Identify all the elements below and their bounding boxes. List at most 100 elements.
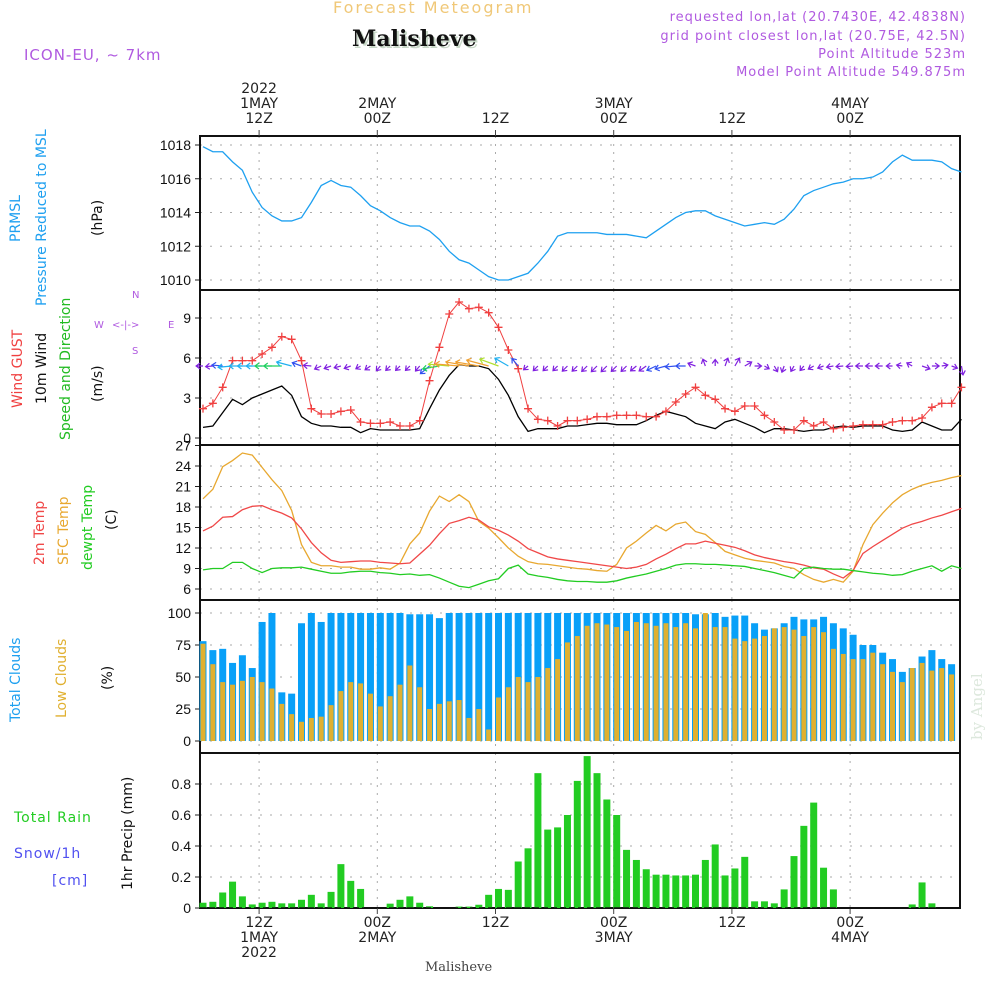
model-label: ICON-EU, ~ 7km (24, 46, 162, 64)
wind-direction-arrow (511, 357, 519, 367)
low-cloud-bar (545, 668, 551, 741)
time-tick-label: 00Z (836, 915, 864, 931)
rain-bar (632, 859, 640, 908)
total-cloud-bar (504, 613, 512, 741)
gust-marker (543, 416, 552, 425)
total-cloud-bar (376, 613, 384, 741)
time-tick-label: 00Z (599, 915, 628, 931)
gust-marker (888, 418, 897, 426)
rain-bar (573, 780, 581, 908)
rain-bar (347, 880, 355, 908)
wind-direction-arrow (364, 364, 371, 371)
low-cloud-bar (348, 682, 354, 741)
rain-bar (406, 896, 414, 908)
total-cloud-bar (268, 613, 276, 741)
y-tick-label: 9 (183, 561, 191, 577)
rain-bar (504, 889, 512, 908)
wind-direction-arrow (687, 361, 696, 368)
gust-marker (642, 412, 651, 421)
rain-bar (258, 902, 266, 908)
low-cloud-bar (683, 623, 689, 741)
time-tick-label: 3MAY (594, 96, 633, 112)
rain-bar (416, 902, 424, 908)
sfc-temp-line (202, 452, 962, 583)
rain-bar (918, 882, 926, 908)
low-cloud-bar (446, 701, 452, 741)
low-cloud-bar (555, 659, 561, 741)
wind-direction-arrow (905, 361, 913, 368)
time-tick-label: 1MAY (240, 930, 279, 946)
gust-marker (199, 404, 207, 413)
time-tick-label: 12Z (481, 915, 510, 931)
wind-speed-line (202, 363, 962, 434)
gust-marker (533, 415, 542, 424)
low-cloud-bar (732, 638, 738, 741)
rain-bar (770, 903, 778, 908)
low-cloud-bar (604, 624, 610, 741)
rain-bar (820, 867, 828, 908)
low-cloud-bar (397, 684, 403, 741)
gust-marker (405, 422, 414, 430)
wind-direction-arrow (674, 362, 686, 370)
y-tick-label: 0 (183, 733, 191, 749)
gust-marker (376, 419, 385, 428)
rain-bar (583, 756, 591, 908)
y-tick-label: 1010 (160, 272, 191, 288)
rain-bar (692, 874, 699, 908)
time-tick-label: 00Z (836, 111, 864, 127)
gust-marker (829, 424, 838, 433)
wind-direction-arrow (799, 365, 806, 372)
total-cloud-bar (396, 613, 404, 741)
pressure-line (202, 146, 962, 281)
gust-marker (396, 422, 404, 430)
low-cloud-bar (220, 682, 226, 741)
wind-direction-arrow (931, 362, 941, 370)
y-tick-label: 1012 (160, 238, 191, 254)
rain-bar (721, 875, 729, 908)
gust-marker (632, 411, 641, 420)
rain-bar (327, 891, 335, 908)
gust-marker (790, 426, 798, 434)
low-cloud-bar (436, 703, 442, 741)
low-cloud-bar (939, 668, 945, 741)
gust-marker (366, 419, 375, 428)
total-cloud-bar (327, 613, 335, 741)
rain-bar (682, 875, 690, 908)
wind-direction-arrow (789, 365, 796, 373)
location-title: Malisheve (352, 26, 477, 52)
wind-direction-arrow (454, 359, 479, 367)
time-tick-label: 4MAY (831, 96, 870, 112)
gust-marker (327, 410, 336, 418)
wind-direction-arrow (638, 365, 647, 372)
low-cloud-bar (890, 671, 895, 741)
wind-direction-arrow (941, 362, 949, 369)
rain-bar (613, 815, 621, 908)
rain-bar (652, 874, 660, 908)
y-tick-label: 0.8 (172, 776, 192, 792)
low-cloud-bar (663, 623, 669, 741)
wind-direction-arrow (958, 365, 966, 376)
low-cloud-bar (870, 652, 876, 741)
wind-direction-arrow (465, 357, 489, 367)
y-tick-label: 0.2 (172, 869, 192, 885)
total-cloud-bar (366, 613, 374, 741)
gust-marker (573, 416, 582, 425)
total-cloud-bar (416, 614, 424, 741)
total-cloud-bar (317, 621, 325, 741)
wind-direction-arrow (951, 363, 959, 371)
low-cloud-bar (239, 680, 245, 741)
time-tick-label: 3MAY (594, 930, 633, 946)
total-cloud-bar (347, 613, 355, 741)
low-cloud-bar (614, 627, 620, 741)
low-cloud-bar (535, 677, 541, 741)
gust-marker (277, 332, 286, 341)
wind-direction-arrow (375, 365, 382, 372)
rain-bar (534, 773, 542, 908)
y-tick-label: 6 (183, 581, 191, 597)
low-cloud-bar (525, 682, 531, 741)
y-tick-label: 27 (175, 438, 191, 454)
wind-direction-arrow (734, 357, 741, 367)
gust-marker (701, 391, 710, 400)
wind-direction-arrow (885, 362, 893, 370)
